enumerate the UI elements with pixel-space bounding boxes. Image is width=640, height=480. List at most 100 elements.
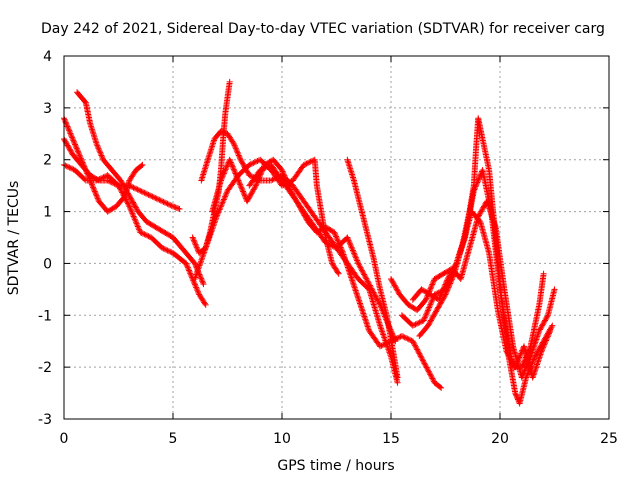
data-point-marker <box>204 240 211 247</box>
data-point-marker <box>326 241 333 248</box>
data-point-marker <box>362 274 369 281</box>
data-point-marker <box>93 192 100 199</box>
data-point-marker <box>96 148 103 155</box>
data-point-marker <box>232 143 239 150</box>
data-point-marker <box>447 280 454 287</box>
data-point-marker <box>254 178 261 185</box>
data-point-marker <box>165 248 172 255</box>
data-point-marker <box>213 215 220 222</box>
data-point-marker <box>202 301 209 308</box>
data-point-marker <box>255 177 262 184</box>
data-point-marker <box>236 153 243 160</box>
data-point-marker <box>64 123 71 130</box>
data-point-marker <box>133 185 140 192</box>
data-point-marker <box>137 187 144 194</box>
data-point-marker <box>122 185 129 192</box>
data-point-marker <box>323 240 330 247</box>
data-point-marker <box>252 183 259 190</box>
data-point-marker <box>426 370 433 377</box>
data-point-marker <box>377 322 384 329</box>
data-point-marker <box>155 196 162 203</box>
data-point-marker <box>332 232 339 239</box>
data-point-marker <box>523 374 530 381</box>
data-point-marker <box>247 193 254 200</box>
data-point-marker <box>170 203 176 210</box>
data-point-marker <box>424 293 431 300</box>
data-point-marker <box>345 237 352 244</box>
data-point-marker <box>379 328 386 335</box>
data-point-marker <box>183 260 190 267</box>
data-point-marker <box>124 199 131 206</box>
plot-frame <box>63 55 610 420</box>
data-point-marker <box>254 179 261 186</box>
data-point-marker <box>104 177 111 184</box>
data-point-marker <box>391 282 398 289</box>
x-tick-label: 25 <box>600 431 618 447</box>
data-point-marker <box>422 313 429 320</box>
data-point-marker <box>122 195 129 202</box>
data-point-marker <box>430 312 437 319</box>
y-axis-label: SDTVAR / TECUs <box>6 181 22 296</box>
data-point-marker <box>405 336 412 343</box>
data-point-marker <box>512 391 519 398</box>
data-point-marker <box>193 244 200 251</box>
data-point-marker <box>220 129 227 136</box>
data-point-marker <box>441 294 448 301</box>
data-point-marker <box>445 284 452 291</box>
data-point-marker <box>388 275 394 282</box>
data-point-marker <box>358 265 365 272</box>
data-point-marker <box>89 182 96 189</box>
data-point-marker <box>239 159 246 166</box>
data-point-marker <box>541 318 548 325</box>
data-point-marker <box>409 322 416 329</box>
data-point-marker <box>226 78 233 85</box>
data-point-marker <box>93 177 100 184</box>
data-point-marker <box>283 176 290 183</box>
y-tick-label: 0 <box>43 256 52 272</box>
data-point-marker <box>214 212 221 219</box>
data-point-marker <box>394 379 401 386</box>
data-point-marker <box>231 141 238 148</box>
data-point-marker <box>223 190 230 197</box>
data-point-marker <box>222 166 229 173</box>
data-point-marker <box>438 299 445 306</box>
data-point-marker <box>393 285 400 292</box>
data-point-marker <box>355 260 362 267</box>
data-point-marker <box>325 240 332 247</box>
data-point-marker <box>167 248 174 255</box>
data-point-marker <box>121 183 128 190</box>
data-point-marker <box>516 354 523 361</box>
data-point-marker <box>548 323 555 330</box>
data-point-marker <box>223 165 230 172</box>
data-point-marker <box>160 245 167 252</box>
data-point-marker <box>227 159 234 166</box>
data-point-marker <box>361 272 368 279</box>
data-point-marker <box>238 158 245 165</box>
data-point-marker <box>122 196 129 203</box>
data-point-marker <box>70 138 77 145</box>
data-point-marker <box>65 143 72 150</box>
data-point-marker <box>429 375 436 382</box>
data-point-marker <box>389 278 396 285</box>
data-point-marker <box>77 153 84 160</box>
x-tick-label: 10 <box>273 431 291 447</box>
data-point-marker <box>116 185 123 192</box>
data-point-marker <box>257 167 264 174</box>
data-point-marker <box>165 201 172 208</box>
data-point-marker <box>215 209 222 216</box>
data-point-marker <box>94 143 101 150</box>
data-point-marker <box>222 167 229 174</box>
data-point-marker <box>424 308 431 315</box>
data-point-marker <box>246 161 253 168</box>
data-point-marker <box>378 325 385 332</box>
data-point-marker <box>517 351 524 358</box>
data-point-marker <box>370 289 377 296</box>
data-point-marker <box>149 193 156 200</box>
data-point-marker <box>193 270 200 277</box>
data-point-marker <box>421 316 428 323</box>
data-point-marker <box>240 189 247 196</box>
data-point-marker <box>396 334 403 341</box>
data-point-marker <box>193 284 200 291</box>
data-point-marker <box>164 247 171 254</box>
y-tick-label: -3 <box>38 412 52 428</box>
